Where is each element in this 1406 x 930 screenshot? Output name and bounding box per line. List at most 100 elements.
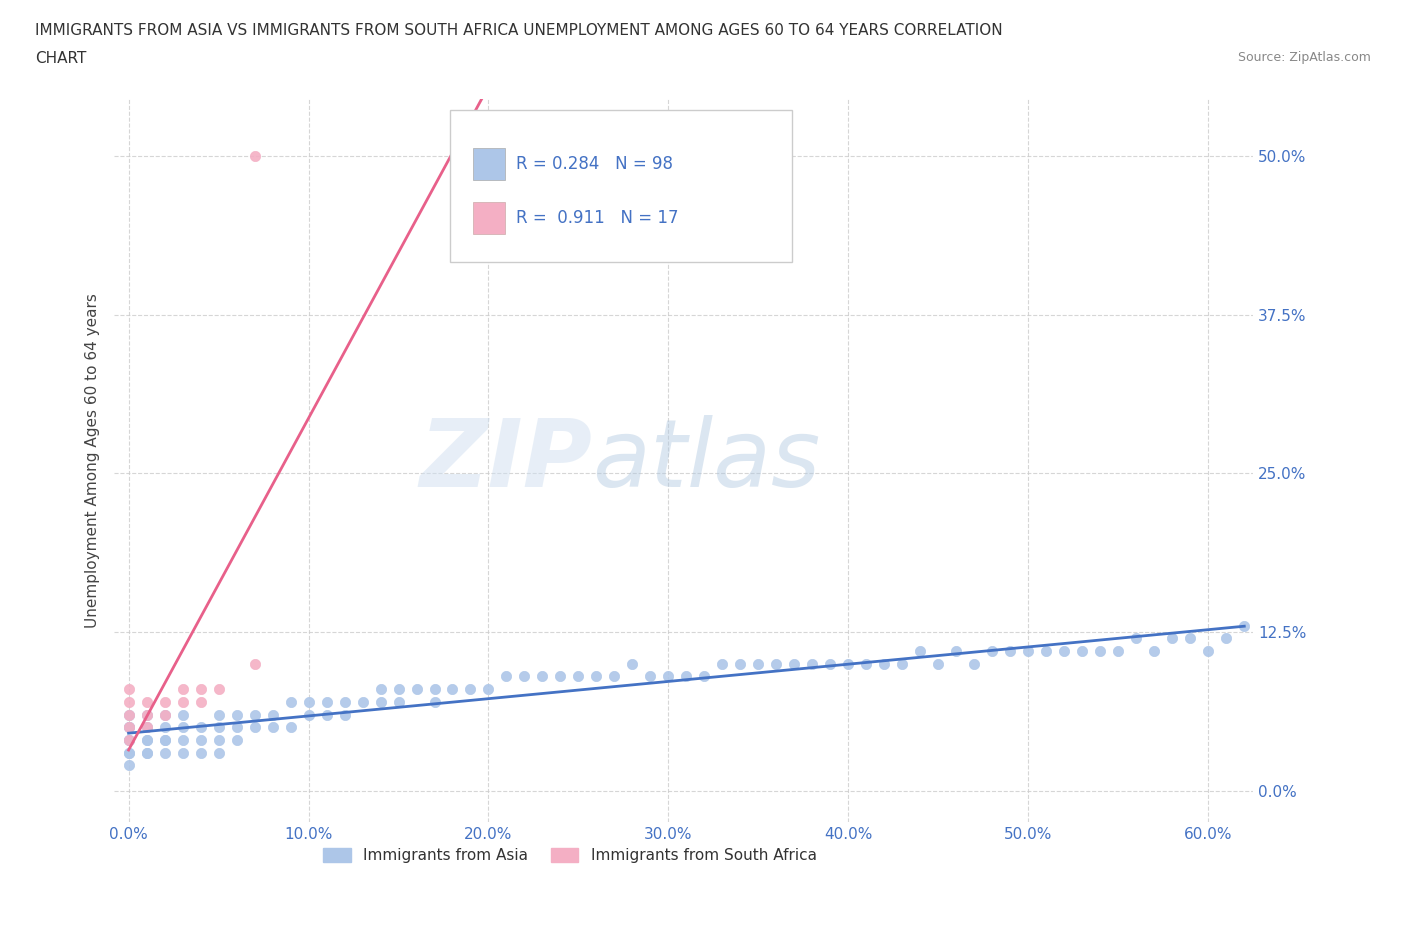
Point bbox=[117, 758, 139, 773]
Point bbox=[711, 657, 734, 671]
Point bbox=[513, 669, 536, 684]
Point bbox=[135, 733, 157, 748]
Point bbox=[135, 707, 157, 722]
Point bbox=[172, 707, 194, 722]
Point bbox=[225, 720, 247, 735]
Point bbox=[207, 682, 229, 697]
Text: CHART: CHART bbox=[35, 51, 87, 66]
Point bbox=[280, 720, 302, 735]
Point bbox=[207, 733, 229, 748]
Text: Source: ZipAtlas.com: Source: ZipAtlas.com bbox=[1237, 51, 1371, 64]
Point bbox=[190, 695, 212, 710]
Point bbox=[423, 682, 446, 697]
Point bbox=[370, 695, 392, 710]
Point bbox=[855, 657, 877, 671]
Point bbox=[387, 682, 409, 697]
Y-axis label: Unemployment Among Ages 60 to 64 years: Unemployment Among Ages 60 to 64 years bbox=[86, 293, 100, 628]
Point bbox=[117, 682, 139, 697]
Point bbox=[117, 707, 139, 722]
Point bbox=[117, 745, 139, 760]
Point bbox=[1071, 644, 1094, 658]
Point bbox=[172, 695, 194, 710]
Point bbox=[640, 669, 662, 684]
Point bbox=[315, 695, 337, 710]
Point bbox=[172, 745, 194, 760]
Point bbox=[172, 682, 194, 697]
Point bbox=[675, 669, 697, 684]
Point bbox=[172, 733, 194, 748]
Point bbox=[585, 669, 607, 684]
Point bbox=[441, 682, 464, 697]
Text: IMMIGRANTS FROM ASIA VS IMMIGRANTS FROM SOUTH AFRICA UNEMPLOYMENT AMONG AGES 60 : IMMIGRANTS FROM ASIA VS IMMIGRANTS FROM … bbox=[35, 23, 1002, 38]
Point bbox=[207, 720, 229, 735]
Point bbox=[1180, 631, 1202, 645]
Point bbox=[190, 720, 212, 735]
Point bbox=[1197, 644, 1219, 658]
Point bbox=[603, 669, 626, 684]
Point bbox=[945, 644, 967, 658]
Point bbox=[190, 733, 212, 748]
Point bbox=[207, 745, 229, 760]
Point bbox=[657, 669, 679, 684]
Point bbox=[460, 682, 482, 697]
Point bbox=[927, 657, 949, 671]
Point bbox=[207, 707, 229, 722]
Point bbox=[747, 657, 769, 671]
Text: atlas: atlas bbox=[592, 415, 821, 506]
Text: R = 0.284   N = 98: R = 0.284 N = 98 bbox=[516, 154, 673, 173]
Point bbox=[117, 745, 139, 760]
Point bbox=[117, 707, 139, 722]
Point bbox=[153, 707, 176, 722]
Point bbox=[1143, 644, 1166, 658]
Point bbox=[333, 707, 356, 722]
Point bbox=[190, 682, 212, 697]
FancyBboxPatch shape bbox=[472, 148, 505, 180]
Point bbox=[190, 745, 212, 760]
Point bbox=[963, 657, 986, 671]
Point bbox=[891, 657, 914, 671]
Point bbox=[135, 695, 157, 710]
Point bbox=[243, 720, 266, 735]
Point bbox=[153, 745, 176, 760]
Point bbox=[801, 657, 824, 671]
Point bbox=[262, 707, 284, 722]
Point bbox=[135, 733, 157, 748]
Point bbox=[495, 669, 517, 684]
Point bbox=[225, 733, 247, 748]
Point bbox=[117, 733, 139, 748]
Point bbox=[1000, 644, 1022, 658]
Point bbox=[135, 745, 157, 760]
Point bbox=[837, 657, 859, 671]
Point bbox=[1161, 631, 1184, 645]
Point bbox=[423, 695, 446, 710]
Point bbox=[910, 644, 932, 658]
Point bbox=[225, 707, 247, 722]
Point bbox=[783, 657, 806, 671]
Point bbox=[531, 669, 554, 684]
Point bbox=[153, 733, 176, 748]
Point bbox=[243, 707, 266, 722]
Point bbox=[153, 733, 176, 748]
Point bbox=[621, 657, 644, 671]
Point bbox=[387, 695, 409, 710]
Point bbox=[117, 720, 139, 735]
Legend: Immigrants from Asia, Immigrants from South Africa: Immigrants from Asia, Immigrants from So… bbox=[316, 842, 823, 869]
Point bbox=[1090, 644, 1112, 658]
Point bbox=[477, 682, 499, 697]
Point bbox=[693, 669, 716, 684]
Point bbox=[370, 682, 392, 697]
Point bbox=[1053, 644, 1076, 658]
Point bbox=[873, 657, 896, 671]
Point bbox=[297, 707, 319, 722]
Point bbox=[567, 669, 589, 684]
Point bbox=[135, 720, 157, 735]
Point bbox=[730, 657, 752, 671]
Point bbox=[153, 720, 176, 735]
FancyBboxPatch shape bbox=[472, 202, 505, 234]
Point bbox=[1125, 631, 1147, 645]
Point bbox=[117, 720, 139, 735]
Point bbox=[117, 695, 139, 710]
Point bbox=[135, 745, 157, 760]
Point bbox=[765, 657, 787, 671]
Point bbox=[1107, 644, 1129, 658]
